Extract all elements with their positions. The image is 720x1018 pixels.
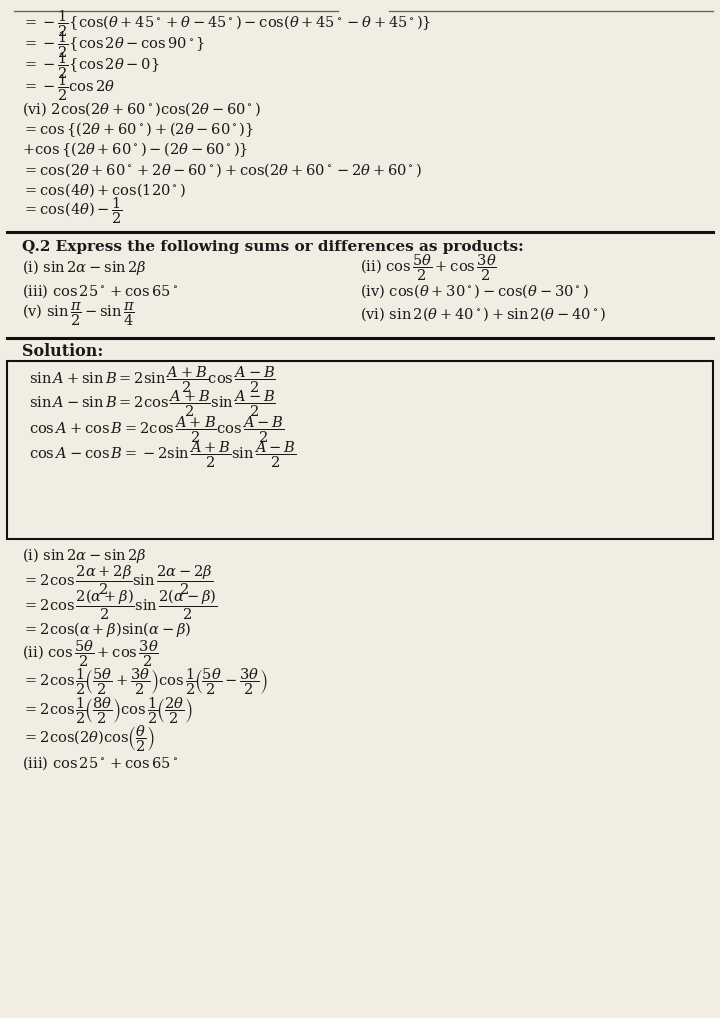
Text: Q.2 Express the following sums or differences as products:: Q.2 Express the following sums or differ… [22,240,523,254]
Text: $(\mathrm{vi})\ \sin 2(\theta+40^\circ)+\sin 2(\theta-40^\circ)$: $(\mathrm{vi})\ \sin 2(\theta+40^\circ)+… [360,305,606,324]
Text: $(\mathrm{iii})\ \cos 25^\circ+\cos 65^\circ$: $(\mathrm{iii})\ \cos 25^\circ+\cos 65^\… [22,282,178,300]
Text: $\sin A-\sin B = 2\cos\dfrac{A+B}{2}\sin\dfrac{A-B}{2}$: $\sin A-\sin B = 2\cos\dfrac{A+B}{2}\sin… [29,389,276,419]
Text: $\cos A-\cos B = -2\sin\dfrac{A+B}{2}\sin\dfrac{A-B}{2}$: $\cos A-\cos B = -2\sin\dfrac{A+B}{2}\si… [29,440,297,470]
Text: $= 2\cos\dfrac{2\alpha+2\beta}{2}\sin\dfrac{2\alpha-2\beta}{2}$: $= 2\cos\dfrac{2\alpha+2\beta}{2}\sin\df… [22,564,212,597]
Text: $(\mathrm{ii})\ \cos\dfrac{5\theta}{2}+\cos\dfrac{3\theta}{2}$: $(\mathrm{ii})\ \cos\dfrac{5\theta}{2}+\… [22,638,158,669]
Text: $\sin A+\sin B = 2\sin\dfrac{A+B}{2}\cos\dfrac{A-B}{2}$: $\sin A+\sin B = 2\sin\dfrac{A+B}{2}\cos… [29,364,276,395]
Text: $= 2\cos\dfrac{1}{2}\!\left(\dfrac{5\theta}{2}+\dfrac{3\theta}{2}\right)\cos\dfr: $= 2\cos\dfrac{1}{2}\!\left(\dfrac{5\the… [22,667,268,697]
Text: $(\mathrm{i})\ \sin 2\alpha - \sin 2\beta$: $(\mathrm{i})\ \sin 2\alpha - \sin 2\bet… [22,547,146,565]
Text: Solution:: Solution: [22,343,103,359]
Text: $\cos A+\cos B = 2\cos\dfrac{A+B}{2}\cos\dfrac{A-B}{2}$: $\cos A+\cos B = 2\cos\dfrac{A+B}{2}\cos… [29,414,284,445]
Text: $= \cos(4\theta)-\dfrac{1}{2}$: $= \cos(4\theta)-\dfrac{1}{2}$ [22,195,122,226]
Text: $= -\dfrac{1}{2}\{\cos(\theta+45^\circ+\theta-45^\circ)-\cos(\theta+45^\circ-\th: $= -\dfrac{1}{2}\{\cos(\theta+45^\circ+\… [22,8,431,39]
Text: $= -\dfrac{1}{2}\{\cos 2\theta - \cos 90^\circ\}$: $= -\dfrac{1}{2}\{\cos 2\theta - \cos 90… [22,30,204,60]
Text: $(\mathrm{v})\ \sin\dfrac{\pi}{2}-\sin\dfrac{\pi}{4}$: $(\mathrm{v})\ \sin\dfrac{\pi}{2}-\sin\d… [22,300,135,329]
Text: $= -\dfrac{1}{2}\{\cos 2\theta - 0\}$: $= -\dfrac{1}{2}\{\cos 2\theta - 0\}$ [22,51,159,81]
Text: $(\mathrm{i})\ \sin 2\alpha - \sin 2\beta$: $(\mathrm{i})\ \sin 2\alpha - \sin 2\bet… [22,259,146,277]
Text: $+\cos\{(2\theta+60^\circ)-(2\theta-60^\circ)\}$: $+\cos\{(2\theta+60^\circ)-(2\theta-60^\… [22,140,248,159]
Text: $(\mathrm{ii})\ \cos\dfrac{5\theta}{2}+\cos\dfrac{3\theta}{2}$: $(\mathrm{ii})\ \cos\dfrac{5\theta}{2}+\… [360,252,497,283]
Text: $= 2\cos(2\theta)\cos\!\left(\dfrac{\theta}{2}\right)$: $= 2\cos(2\theta)\cos\!\left(\dfrac{\the… [22,724,155,754]
Text: $= \cos(2\theta+60^\circ+2\theta-60^\circ)+\cos(2\theta+60^\circ-2\theta+60^\cir: $= \cos(2\theta+60^\circ+2\theta-60^\cir… [22,161,421,179]
Text: $= 2\cos(\alpha+\beta)\sin(\alpha-\beta)$: $= 2\cos(\alpha+\beta)\sin(\alpha-\beta)… [22,620,191,638]
Text: $(\mathrm{iv})\ \cos(\theta+30^\circ)-\cos(\theta-30^\circ)$: $(\mathrm{iv})\ \cos(\theta+30^\circ)-\c… [360,282,589,300]
Text: $(\mathrm{iii})\ \cos 25^\circ+\cos 65^\circ$: $(\mathrm{iii})\ \cos 25^\circ+\cos 65^\… [22,754,178,773]
Text: $= \cos\{(2\theta+60^\circ)+(2\theta-60^\circ)\}$: $= \cos\{(2\theta+60^\circ)+(2\theta-60^… [22,120,253,138]
Text: $= 2\cos\dfrac{1}{2}\!\left(\dfrac{8\theta}{2}\right)\cos\dfrac{1}{2}\!\left(\df: $= 2\cos\dfrac{1}{2}\!\left(\dfrac{8\the… [22,695,192,726]
Text: $(\mathrm{vi})\ 2\cos(2\theta+60^\circ)\cos(2\theta-60^\circ)$: $(\mathrm{vi})\ 2\cos(2\theta+60^\circ)\… [22,100,261,118]
Text: $= \cos(4\theta)+\cos(120^\circ)$: $= \cos(4\theta)+\cos(120^\circ)$ [22,181,186,200]
Text: $= 2\cos\dfrac{2(\alpha+\beta)}{2}\sin\dfrac{2(\alpha-\beta)}{2}$: $= 2\cos\dfrac{2(\alpha+\beta)}{2}\sin\d… [22,587,217,622]
Text: $= -\dfrac{1}{2}\cos 2\theta$: $= -\dfrac{1}{2}\cos 2\theta$ [22,72,115,103]
